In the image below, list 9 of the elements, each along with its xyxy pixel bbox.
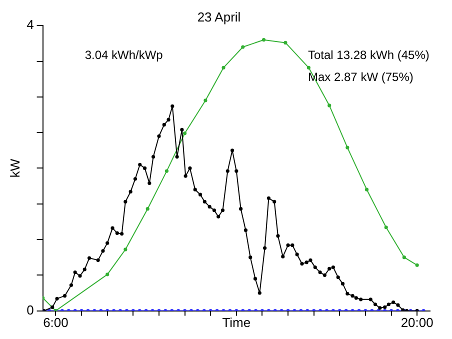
- x-axis-title: Time: [222, 314, 251, 330]
- y-tick-label: 0: [26, 302, 34, 318]
- chart-title: 23 April: [197, 9, 241, 24]
- x-tick-label: 20:00: [400, 315, 434, 330]
- y-tick-label: 4: [26, 17, 34, 32]
- y-axis-title: kW: [7, 158, 22, 178]
- x-tick-label: 6:00: [43, 315, 68, 330]
- annotation: 3.04 kWh/kWp: [84, 48, 164, 62]
- annotation: Total 13.28 kWh (45%): [308, 48, 430, 62]
